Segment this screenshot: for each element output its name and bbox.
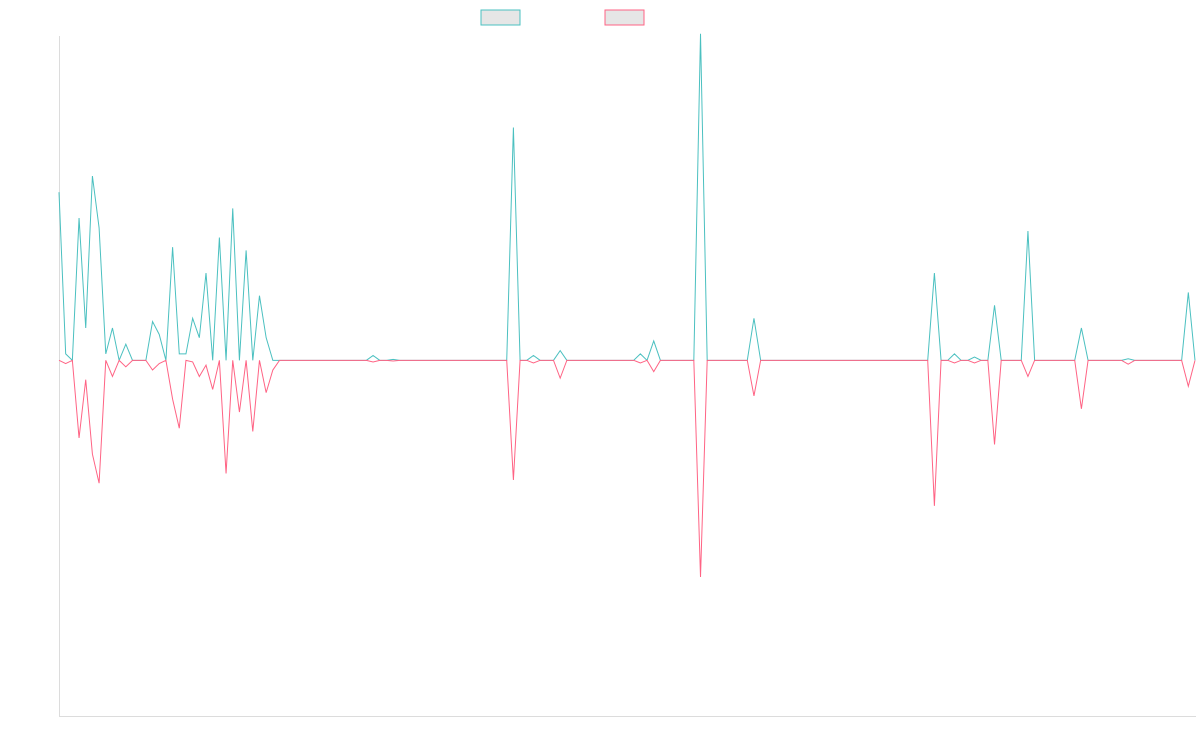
chart-axes <box>59 36 1196 717</box>
legend-swatch-series-2[interactable] <box>604 9 645 26</box>
series-2-line <box>58 359 1196 577</box>
series-1-line <box>58 33 1196 363</box>
legend <box>480 9 645 26</box>
legend-swatch-series-1[interactable] <box>480 9 521 26</box>
series-group <box>58 33 1196 577</box>
